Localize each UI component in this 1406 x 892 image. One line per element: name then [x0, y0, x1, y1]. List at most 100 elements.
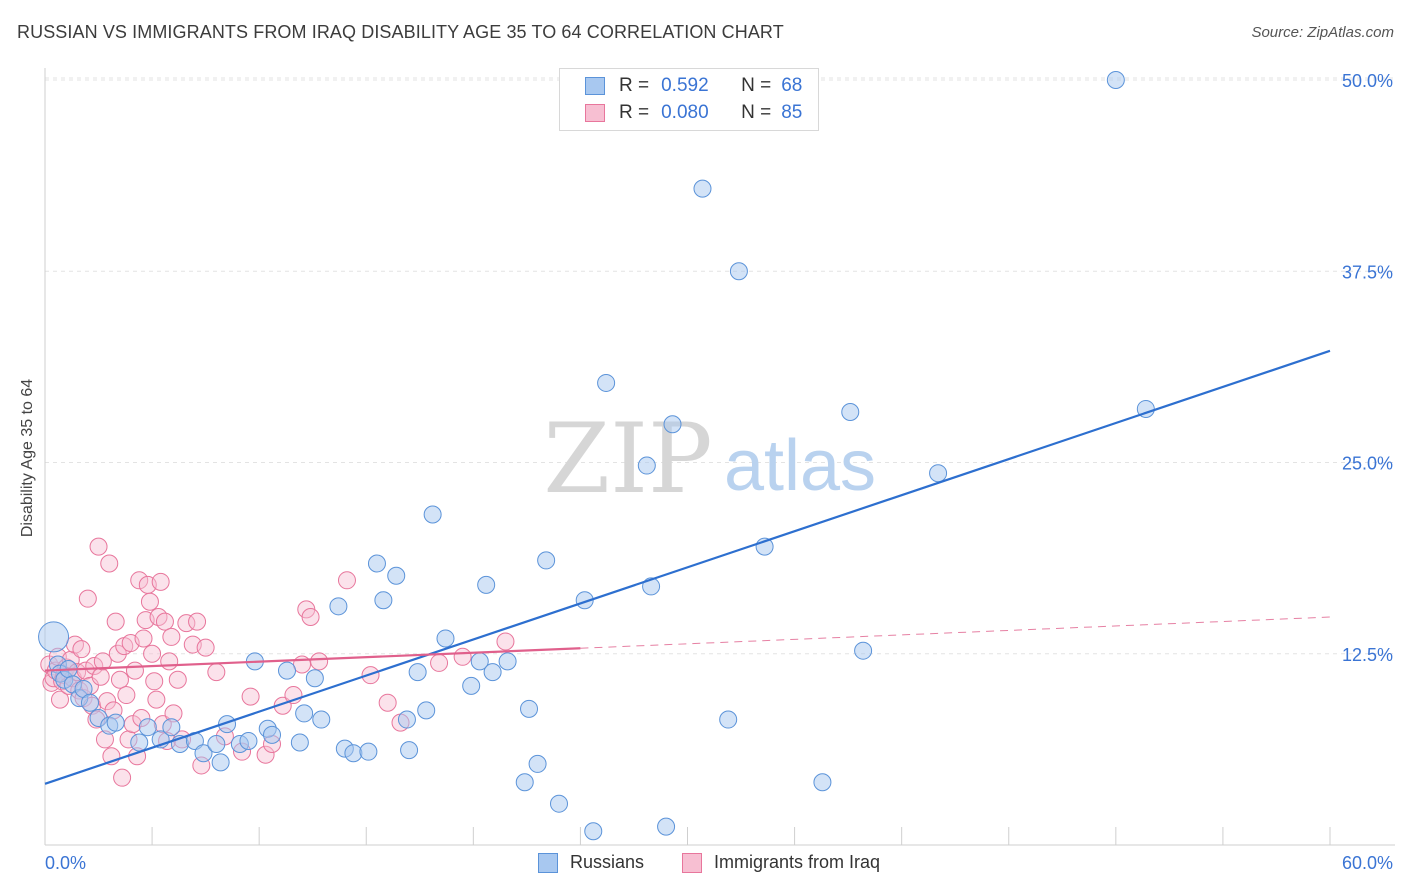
legend-swatch-pink: [585, 104, 605, 122]
russian-point: [417, 701, 436, 720]
iraq-point: [241, 687, 260, 706]
russian-point: [138, 718, 157, 737]
iraq-point: [162, 627, 181, 646]
legend-n-label: N =: [741, 75, 772, 96]
iraq-point: [140, 592, 159, 611]
iraq-point: [147, 690, 166, 709]
russian-point: [813, 773, 832, 792]
legend-swatch-blue: [585, 77, 605, 95]
russian-point: [637, 456, 656, 475]
iraq-point: [130, 571, 149, 590]
iraq-point: [378, 693, 397, 712]
iraq-point: [256, 745, 275, 764]
russian-point: [162, 718, 181, 737]
iraq-trend-line-dashed: [580, 616, 1331, 649]
russian-point: [290, 733, 309, 752]
iraq-point: [196, 638, 215, 657]
x-tick-label-max: 60.0%: [1342, 853, 1393, 873]
russian-point: [436, 629, 455, 648]
legend-row-iraq: R = 0.080 N = 85: [560, 100, 802, 126]
russian-point: [239, 731, 258, 750]
russian-points: [38, 71, 1155, 841]
russian-point: [312, 710, 331, 729]
bottom-legend-swatch-blue: [538, 852, 558, 873]
correlation-legend: R = 0.592 N = 68 R = 0.080 N = 85: [559, 68, 819, 131]
grid-lines: [45, 77, 1395, 655]
russian-point: [38, 621, 70, 653]
russian-point: [477, 575, 496, 594]
x-tick-label-min: 0.0%: [45, 853, 86, 873]
russian-point: [550, 794, 568, 813]
legend-r-value: 0.592: [661, 75, 709, 96]
russian-point: [400, 741, 419, 760]
y-tick-label: 37.5%: [1342, 262, 1393, 282]
russian-point: [374, 591, 393, 610]
legend-n-label: N =: [741, 102, 772, 123]
russian-point: [359, 742, 378, 761]
iraq-point: [50, 690, 69, 709]
y-tick-label: 25.0%: [1342, 454, 1393, 474]
iraq-point: [293, 655, 311, 674]
legend-r-label: R =: [619, 75, 650, 96]
russian-point: [929, 464, 948, 483]
iraq-point: [110, 670, 129, 689]
russian-point: [305, 669, 324, 688]
tick-labels: 12.5% 25.0% 37.5% 50.0% 0.0% 60.0%: [45, 71, 1393, 873]
chart-source: Source: ZipAtlas.com: [1251, 24, 1394, 41]
russian-point: [854, 641, 873, 660]
iraq-point: [125, 661, 144, 680]
legend-n-value: 85: [781, 102, 803, 123]
iraq-point: [151, 572, 170, 591]
russian-point: [528, 754, 547, 773]
y-axis-label: Disability Age 35 to 64: [19, 378, 36, 538]
bottom-legend-iraq: Immigrants from Iraq: [682, 852, 880, 873]
y-tick-label: 12.5%: [1342, 645, 1393, 665]
iraq-point: [113, 768, 132, 787]
chart-title: RUSSIAN VS IMMIGRANTS FROM IRAQ DISABILI…: [17, 22, 784, 42]
russian-point: [483, 663, 502, 682]
iraq-point: [301, 608, 320, 627]
iraq-point: [91, 667, 110, 686]
iraq-point: [310, 652, 329, 671]
iraq-point: [207, 663, 226, 682]
iraq-point: [149, 608, 168, 627]
watermark: ZIP atlas: [543, 403, 876, 515]
iraq-point: [155, 612, 174, 631]
bottom-legend-swatch-pink: [682, 852, 702, 873]
iraq-point: [188, 612, 207, 631]
russian-point: [344, 744, 363, 763]
russian-point: [841, 403, 860, 422]
russian-point: [194, 744, 213, 763]
russian-point: [515, 773, 534, 792]
russian-point: [423, 505, 442, 524]
russian-point: [642, 577, 661, 596]
russian-point: [211, 753, 230, 772]
russian-point: [408, 663, 427, 682]
iraq-point: [430, 653, 449, 672]
russian-point: [498, 652, 517, 671]
russian-point: [462, 676, 481, 695]
russians-trend-line: [44, 349, 1331, 785]
iraq-point: [85, 656, 104, 675]
iraq-point: [106, 612, 125, 631]
russian-point: [537, 551, 556, 570]
legend-r-value: 0.080: [661, 102, 709, 123]
russian-point: [367, 554, 386, 573]
iraq-point: [78, 589, 97, 608]
iraq-point: [134, 629, 153, 648]
iraq-point: [72, 640, 91, 659]
y-tick-label: 50.0%: [1342, 71, 1393, 91]
iraq-point: [100, 554, 119, 573]
russian-point: [1106, 71, 1125, 89]
watermark-zip: ZIP: [543, 403, 712, 515]
russian-point: [329, 597, 348, 616]
iraq-point: [168, 670, 187, 689]
iraq-point: [117, 686, 136, 705]
russian-point: [263, 725, 282, 744]
russian-point: [693, 179, 712, 198]
iraq-point: [160, 652, 179, 671]
russian-point: [295, 704, 314, 723]
trend-lines: [44, 349, 1331, 785]
russian-point: [80, 693, 99, 712]
